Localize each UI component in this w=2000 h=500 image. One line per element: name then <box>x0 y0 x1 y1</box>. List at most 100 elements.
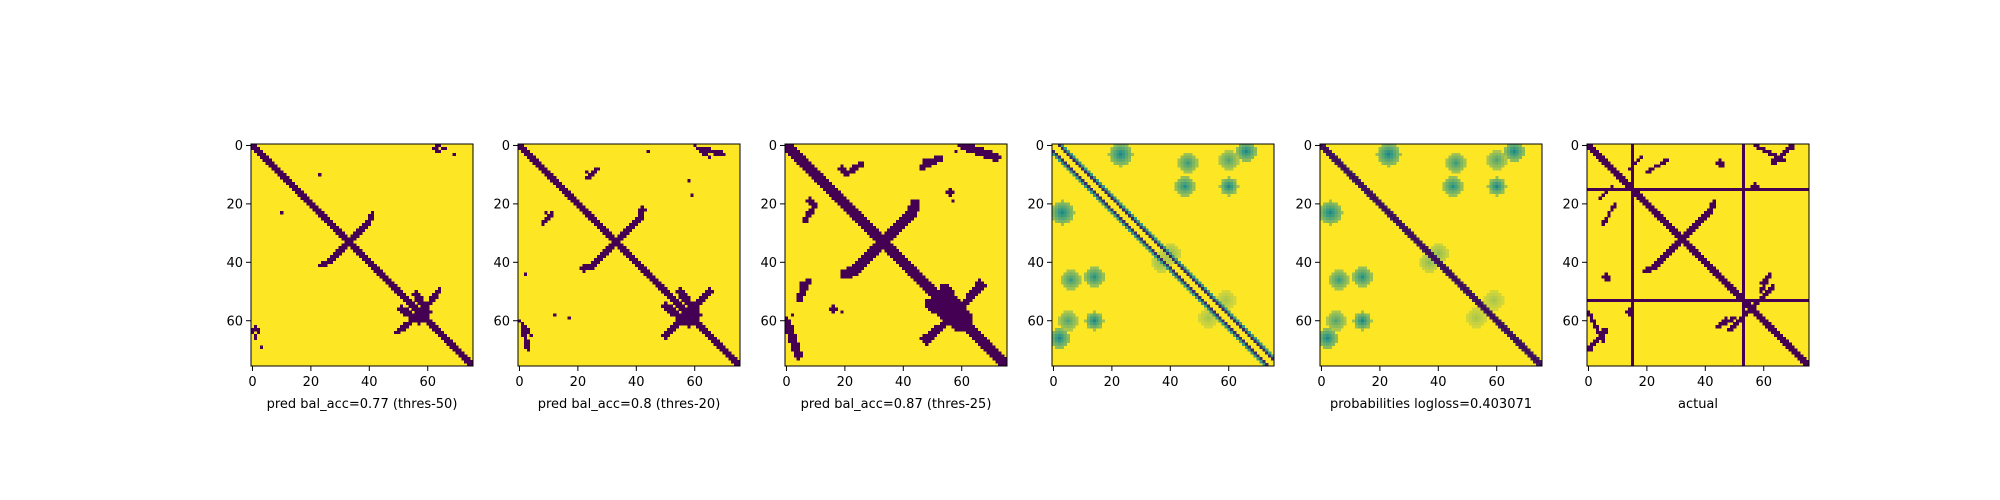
heatmap-cell <box>898 263 903 267</box>
heatmap-cell <box>878 249 882 253</box>
heatmap-cell <box>1063 211 1067 215</box>
heatmap-cell <box>599 255 604 259</box>
heatmap-cell <box>426 316 430 320</box>
heatmap-cell <box>1072 170 1076 174</box>
heatmap-cell <box>1750 298 1754 303</box>
heatmap-cell <box>860 214 865 218</box>
heatmap-cell <box>1218 304 1222 308</box>
heatmap-cell <box>1346 167 1350 171</box>
heatmap-cell <box>699 295 703 300</box>
heatmap-cell <box>1174 187 1178 192</box>
heatmap-cell <box>1501 190 1505 194</box>
heatmap-cell <box>1457 167 1461 171</box>
heatmap-cell <box>1221 184 1225 189</box>
heatmap-cell <box>1247 345 1251 349</box>
heatmap-cell <box>544 219 548 224</box>
heatmap-cell <box>707 146 712 151</box>
heatmap-cell <box>271 161 275 165</box>
heatmap-cell <box>1331 316 1335 320</box>
heatmap-cell <box>1592 152 1597 156</box>
heatmap-cell <box>1227 176 1231 180</box>
heatmap-cell <box>1521 342 1525 346</box>
heatmap-cell <box>942 313 946 317</box>
heatmap-cell <box>1390 158 1394 162</box>
heatmap-cell <box>983 155 987 159</box>
heatmap-cell <box>1101 272 1105 276</box>
heatmap-cell <box>362 255 366 259</box>
heatmap-cell <box>1692 246 1696 250</box>
heatmap-cell <box>702 146 706 151</box>
heatmap-cell <box>1448 269 1452 273</box>
heatmap-cell <box>1480 307 1484 311</box>
heatmap-cell <box>1466 290 1470 294</box>
heatmap-cell <box>954 304 958 308</box>
heatmap-cell <box>1425 246 1429 250</box>
heatmap-cell <box>925 284 929 288</box>
heatmap-cell <box>1063 319 1067 323</box>
heatmap-cell <box>951 304 955 308</box>
heatmap-cell <box>1360 281 1365 285</box>
heatmap-cell <box>1122 149 1126 154</box>
heatmap-cell <box>1101 187 1105 192</box>
heatmap-cell <box>596 225 601 230</box>
heatmap-cell <box>945 298 949 303</box>
heatmap-cell <box>931 336 935 341</box>
heatmap-cell <box>1598 155 1602 159</box>
heatmap-cell <box>1369 193 1373 197</box>
heatmap-cell <box>1328 328 1332 332</box>
heatmap-cell <box>669 313 674 317</box>
heatmap-cell <box>367 263 372 267</box>
heatmap-cell <box>593 219 598 224</box>
heatmap-cell <box>394 284 398 288</box>
heatmap-cell <box>1492 158 1496 162</box>
heatmap-cell <box>1741 345 1746 349</box>
heatmap-cell <box>1063 275 1067 279</box>
heatmap-cell <box>1744 304 1748 308</box>
x-tick-label: 0 <box>1317 375 1325 390</box>
heatmap-cell <box>1498 181 1502 186</box>
heatmap-cell <box>649 275 653 279</box>
heatmap-cell <box>945 310 949 314</box>
heatmap-cell <box>1498 187 1502 192</box>
heatmap-cell <box>974 330 979 335</box>
heatmap-cell <box>785 144 789 148</box>
heatmap-cell <box>1378 158 1382 162</box>
heatmap-cell <box>1001 357 1005 361</box>
heatmap-cell <box>1098 275 1102 279</box>
heatmap-cell <box>846 205 850 209</box>
heatmap-cell <box>637 208 641 212</box>
heatmap-cell <box>1463 284 1467 288</box>
heatmap-cell <box>1422 257 1426 262</box>
heatmap-cell <box>1471 292 1476 297</box>
heatmap-cell <box>1060 146 1064 151</box>
heatmap-cell <box>814 173 818 177</box>
heatmap-cell <box>329 260 334 265</box>
heatmap-cell <box>1206 325 1211 329</box>
heatmap-cell <box>1116 146 1120 151</box>
heatmap-cell <box>1209 292 1213 297</box>
heatmap-cell <box>518 319 522 323</box>
heatmap-cell <box>1504 158 1508 162</box>
heatmap-cell <box>1630 345 1635 349</box>
heatmap-cell <box>1052 336 1056 341</box>
heatmap-cell <box>1334 202 1338 206</box>
heatmap-cell <box>1630 272 1635 276</box>
heatmap-cell <box>1630 240 1635 244</box>
heatmap-cell <box>1486 292 1490 297</box>
heatmap-cell <box>1328 316 1332 320</box>
heatmap-cell <box>1492 301 1496 305</box>
heatmap-cell <box>1087 187 1091 192</box>
heatmap-cell <box>666 304 671 308</box>
heatmap-cell <box>1433 255 1438 259</box>
heatmap-cell <box>1474 319 1479 323</box>
heatmap-cell <box>913 278 917 282</box>
heatmap-cell <box>1662 298 1667 303</box>
heatmap-cell <box>1098 278 1102 282</box>
heatmap-cell <box>277 173 281 177</box>
heatmap-cell <box>1095 278 1100 282</box>
heatmap-cell <box>1533 357 1537 361</box>
heatmap-cell <box>1750 304 1754 308</box>
heatmap-cell <box>1325 333 1330 338</box>
heatmap-cell <box>843 205 847 209</box>
heatmap-cell <box>405 298 410 303</box>
